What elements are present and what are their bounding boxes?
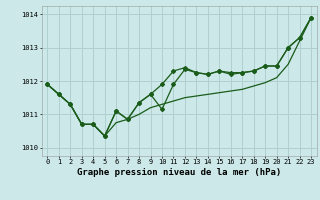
X-axis label: Graphe pression niveau de la mer (hPa): Graphe pression niveau de la mer (hPa)	[77, 168, 281, 177]
